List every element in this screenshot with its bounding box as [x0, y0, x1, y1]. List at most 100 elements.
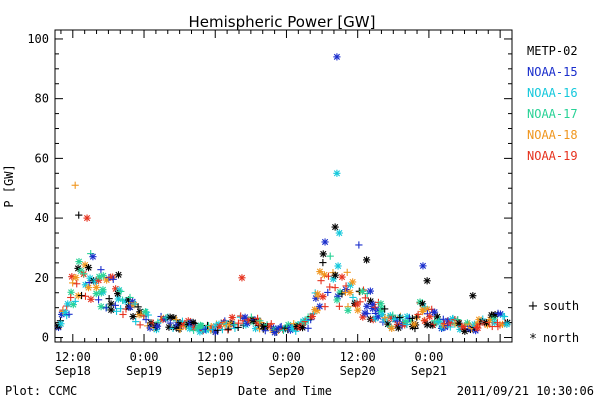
data-point-south	[304, 324, 312, 332]
data-point-north	[61, 308, 70, 317]
data-point-north	[114, 271, 123, 279]
data-point-south	[73, 280, 81, 288]
data-point-south	[301, 318, 309, 326]
x-tick-label-date: Sep20	[268, 364, 304, 378]
x-tick-label-time: 0:00	[130, 350, 159, 364]
x-tick-label-time: 0:00	[414, 350, 443, 364]
plus-marker-icon: +	[528, 299, 539, 314]
data-point-south	[81, 292, 90, 300]
data-point-north	[75, 257, 83, 266]
data-point-north	[362, 256, 371, 264]
data-point-north	[99, 272, 107, 280]
data-point-south	[408, 314, 416, 323]
data-point-south	[342, 282, 350, 290]
data-point-north	[319, 250, 327, 258]
data-point-north	[64, 300, 72, 308]
y-tick-label: 80	[35, 92, 49, 106]
data-point-south	[343, 268, 351, 276]
data-point-north	[334, 262, 342, 270]
data-point-south	[500, 312, 509, 321]
data-point-south	[214, 326, 222, 334]
data-point-north	[366, 287, 374, 295]
footer-timestamp: 2011/09/21 10:30:06	[457, 384, 594, 398]
data-point-north	[419, 262, 427, 270]
data-point-south	[126, 293, 134, 302]
data-point-south	[71, 181, 79, 189]
data-point-south	[439, 315, 447, 323]
data-point-north	[426, 313, 434, 321]
data-point-north	[107, 300, 115, 308]
data-point-north	[153, 322, 162, 330]
data-point-south	[331, 284, 339, 292]
data-point-south	[363, 310, 371, 318]
data-point-south	[119, 310, 127, 319]
data-point-north	[313, 307, 321, 315]
data-point-south	[414, 310, 422, 319]
data-point-south	[355, 241, 363, 249]
data-point-south	[111, 301, 119, 309]
data-point-north	[316, 267, 324, 276]
data-point-south	[80, 270, 88, 278]
x-tick-label-date: Sep19	[126, 364, 162, 378]
data-point-south	[176, 325, 184, 334]
data-point-north	[455, 319, 463, 327]
data-point-north	[126, 303, 134, 311]
data-point-north	[165, 323, 173, 331]
data-point-south	[142, 316, 150, 324]
legend-entry-noaa-17: NOAA-17	[527, 107, 578, 121]
data-point-south	[261, 327, 269, 335]
data-point-south	[434, 318, 442, 326]
data-point-north	[298, 324, 307, 332]
data-point-north	[331, 271, 339, 279]
data-point-north	[238, 274, 246, 282]
data-point-north	[175, 325, 183, 333]
data-point-south	[256, 317, 264, 325]
data-point-north	[121, 297, 129, 305]
x-tick-label-date: Sep18	[55, 364, 91, 378]
data-point-south	[396, 313, 404, 322]
data-point-north	[320, 271, 329, 279]
data-point-north	[333, 53, 341, 61]
data-point-south	[94, 296, 103, 304]
data-point-south	[321, 303, 329, 311]
x-tick-label-time: 12:00	[197, 350, 233, 364]
data-point-south	[136, 321, 144, 329]
axes	[54, 29, 513, 343]
x-tick-label-date: Sep21	[411, 364, 447, 378]
data-point-south	[326, 252, 334, 260]
data-point-north	[338, 273, 346, 281]
data-point-south	[324, 288, 332, 297]
data-point-south	[335, 302, 343, 310]
x-tick-label-date: Sep19	[197, 364, 233, 378]
data-point-south	[317, 277, 325, 285]
data-point-south	[144, 311, 152, 319]
data-point-north	[503, 320, 511, 328]
data-point-north	[474, 324, 482, 332]
star-marker-icon: *	[530, 332, 537, 347]
data-point-south	[71, 297, 79, 305]
y-tick-label: 100	[27, 32, 49, 46]
data-point-north	[300, 318, 309, 326]
data-point-north	[228, 313, 236, 322]
data-point-south	[97, 266, 105, 274]
data-point-north	[84, 284, 93, 292]
data-point-north	[107, 306, 115, 314]
data-point-north	[354, 306, 362, 314]
data-point-north	[87, 295, 95, 303]
data-point-south	[361, 294, 369, 302]
y-tick-label: 40	[35, 211, 49, 225]
data-point-north	[333, 296, 341, 304]
data-point-north	[388, 324, 396, 333]
y-axis-label: P [GW]	[2, 164, 16, 207]
y-tick-label: 0	[42, 331, 49, 345]
data-point-north	[344, 306, 352, 314]
data-point-south	[356, 298, 364, 306]
data-point-south	[75, 211, 83, 219]
data-point-north	[469, 292, 477, 300]
data-point-south	[231, 324, 239, 332]
data-point-north	[335, 229, 343, 237]
data-point-north	[129, 313, 137, 321]
legend: METP-02 NOAA-15 NOAA-16 NOAA-17 NOAA-18 NOAA-…	[527, 44, 578, 163]
